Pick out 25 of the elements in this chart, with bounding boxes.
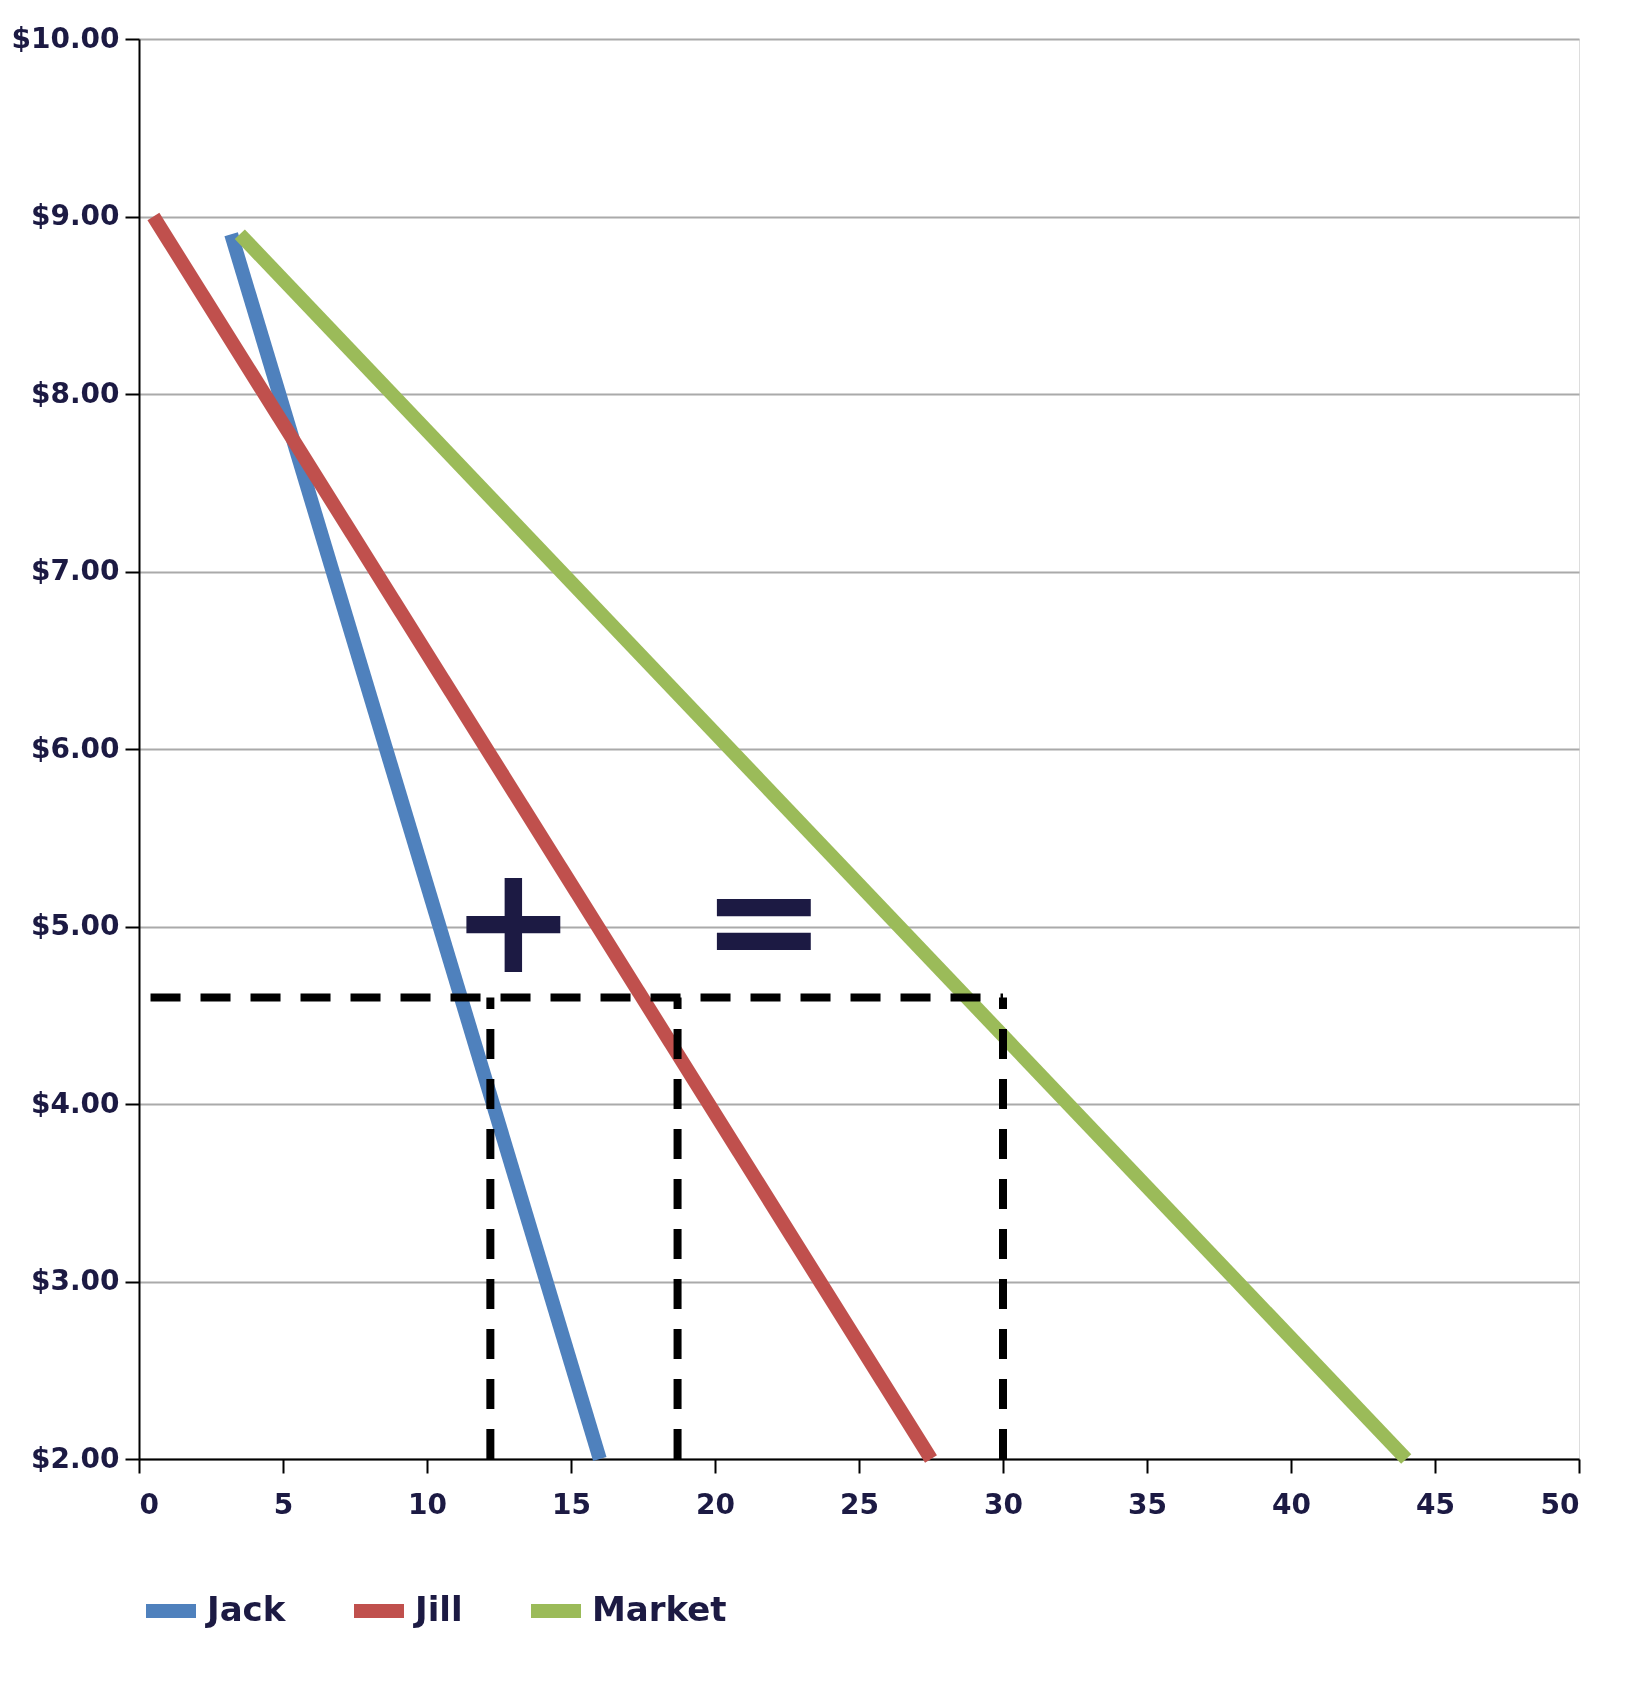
y-tick-label: $5.00 <box>30 909 120 942</box>
y-tick-label: $4.00 <box>30 1086 120 1120</box>
y-tick-label: $6.00 <box>30 731 120 765</box>
legend-label: Jack <box>205 1589 287 1629</box>
annotation: + <box>450 832 577 1007</box>
legend-label: Jill <box>413 1589 463 1629</box>
y-tick-label: $7.00 <box>30 554 120 587</box>
x-tick-label: 35 <box>1128 1487 1167 1521</box>
annotation: = <box>701 832 827 1007</box>
x-tick-label: 20 <box>696 1487 735 1521</box>
legend-label: Market <box>592 1589 727 1629</box>
x-tick-label: 5 <box>273 1487 294 1521</box>
y-tick-label: $9.00 <box>30 199 120 232</box>
x-tick-label: 40 <box>1272 1487 1311 1521</box>
y-tick-label: $8.00 <box>30 376 120 410</box>
x-tick-label: 10 <box>408 1487 447 1521</box>
x-tick-label: 0 <box>139 1487 159 1521</box>
x-tick-label: 45 <box>1416 1487 1455 1521</box>
x-tick-label: 25 <box>840 1487 879 1521</box>
y-tick-label: $10.00 <box>11 21 120 55</box>
x-tick-label: 30 <box>984 1487 1023 1521</box>
y-tick-label: $3.00 <box>30 1264 120 1297</box>
x-tick-label: 50 <box>1540 1487 1580 1521</box>
y-tick-label: $2.00 <box>30 1441 120 1475</box>
x-tick-label: 15 <box>552 1487 591 1521</box>
